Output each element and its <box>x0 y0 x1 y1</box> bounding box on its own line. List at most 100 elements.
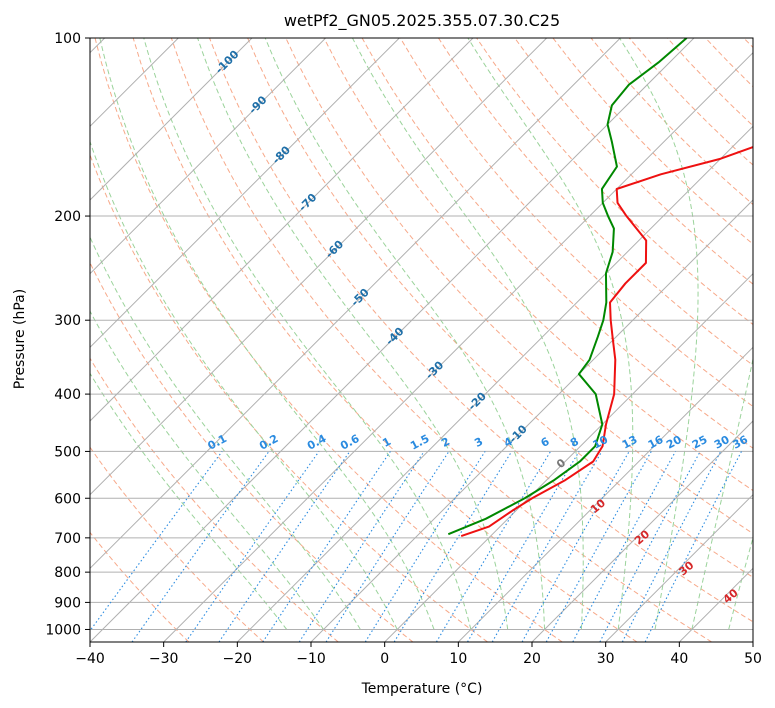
isotherm-line <box>90 38 400 349</box>
mixing-ratio-line <box>325 451 450 642</box>
dry-adiabat <box>90 153 488 642</box>
x-tick-label: 40 <box>670 651 688 667</box>
moist-adiabat-label: 30 <box>676 558 696 578</box>
mixing-ratio-line <box>644 451 742 642</box>
mixing-ratio-line <box>435 451 552 642</box>
dry-adiabat <box>323 38 753 492</box>
mixing-ratio-label: 6 <box>539 435 552 450</box>
mixing-ratio-line <box>572 451 677 642</box>
x-tick-label: −20 <box>223 651 253 667</box>
mixing-ratio-label: 0.6 <box>338 432 362 453</box>
y-tick-label: 700 <box>54 531 81 547</box>
y-tick-label: 200 <box>54 209 81 225</box>
dry-adiabat <box>209 38 753 623</box>
mixing-ratio-label: 3 <box>472 435 485 450</box>
dry-adiabat <box>438 38 753 366</box>
moist-adiabat <box>90 140 398 630</box>
mixing-ratio-line <box>90 451 223 632</box>
plot-area: -100-90-80-70-60-50-40-30-20-100.1 0.2 0.4… <box>90 38 753 642</box>
moist-adiabat-label: 0 <box>554 456 568 471</box>
isotherm-line <box>752 641 753 642</box>
dry-adiabat <box>90 261 414 642</box>
isotherm-line <box>605 493 753 642</box>
isotherm-line <box>678 567 753 642</box>
x-tick-label: 10 <box>449 651 467 667</box>
mixing-ratio-line <box>218 451 351 642</box>
mixing-ratio-line <box>185 451 320 642</box>
mixing-ratio-label: 1.5 <box>408 432 431 453</box>
moist-adiabat <box>143 38 472 630</box>
y-tick-label: 400 <box>54 387 81 403</box>
mixing-ratio-line <box>393 451 513 642</box>
mixing-ratio-label: 36 <box>730 433 750 452</box>
x-tick-label: −40 <box>75 651 105 667</box>
dry-adiabat <box>514 38 753 285</box>
moist-adiabat <box>90 235 361 630</box>
mixing-ratio-label: 0.2 <box>257 432 280 453</box>
y-axis-label: Pressure (hPa) <box>12 289 28 389</box>
moist-adiabat <box>467 38 634 630</box>
moist-adiabat <box>99 38 435 630</box>
mixing-ratio-label: 10 <box>591 433 611 452</box>
mixing-ratio-label: 20 <box>664 433 684 452</box>
moist-adiabat-label: 10 <box>588 496 608 516</box>
x-tick-label: 20 <box>523 651 541 667</box>
x-tick-label: −30 <box>149 651 179 667</box>
mixing-ratio-label: 25 <box>690 433 710 452</box>
x-tick-label: 50 <box>744 651 762 667</box>
dry-adiabat <box>399 38 753 408</box>
moist-adiabat <box>90 310 324 630</box>
mixing-ratio-label: 30 <box>712 433 732 452</box>
dry-adiabat <box>743 38 753 49</box>
dry-adiabat <box>90 531 190 642</box>
isotherm-line <box>90 38 621 570</box>
moist-adiabat <box>691 356 753 630</box>
isotherm-line <box>310 199 753 642</box>
mixing-ratio-label: 0.1 <box>206 432 229 453</box>
isotherm-line <box>90 38 548 496</box>
isotherm-line <box>90 38 253 201</box>
y-tick-label: 1000 <box>45 622 81 638</box>
x-axis-label: Temperature (°C) <box>361 681 483 697</box>
y-tick-label: 800 <box>54 565 81 581</box>
mixing-ratio-line <box>545 451 652 642</box>
x-tick-label: 30 <box>597 651 615 667</box>
moist-adiabat <box>352 38 584 630</box>
dry-adiabat <box>94 38 563 642</box>
moist-adiabat <box>197 38 509 630</box>
dry-adiabat <box>361 38 753 449</box>
mixing-ratio-line <box>298 451 425 642</box>
isotherm-line <box>236 125 753 642</box>
dry-adiabat <box>247 38 753 578</box>
mixing-ratio-line <box>621 451 722 642</box>
dewpoint-profile-line <box>447 38 688 536</box>
y-tick-label: 600 <box>54 491 81 507</box>
mixing-ratio-line <box>599 451 701 642</box>
isotherm-line <box>163 51 753 642</box>
moist-adiabat <box>619 38 699 630</box>
x-axis-ticks: −40 −30 −20 −10 0 10 20 30 40 50 <box>75 642 762 667</box>
mixing-ratio-label: 16 <box>646 433 666 452</box>
mixing-ratio-label: 13 <box>620 433 640 452</box>
mixing-ratio-line <box>262 451 391 642</box>
moist-adiabat <box>728 535 753 630</box>
isotherm-line <box>384 272 753 642</box>
dry-adiabat <box>90 357 339 642</box>
y-tick-label: 100 <box>54 31 81 47</box>
isotherm-line <box>457 346 753 642</box>
dry-adiabat <box>667 38 753 127</box>
x-tick-label: 0 <box>380 651 389 667</box>
dry-adiabat <box>705 38 753 88</box>
y-tick-label: 900 <box>54 595 81 611</box>
mixing-ratio-line <box>521 451 630 642</box>
moist-adiabat <box>264 38 546 630</box>
isotherm-line <box>90 38 695 642</box>
dry-adiabat <box>552 38 753 245</box>
isotherm-line <box>90 38 474 422</box>
x-tick-label: −10 <box>296 651 326 667</box>
moist-adiabat <box>90 372 288 630</box>
mixing-ratio-line <box>131 451 270 642</box>
y-axis-ticks: 100 200 300 400 500 600 700 800 900 1000 <box>45 31 90 638</box>
plot-frame <box>89 37 754 643</box>
